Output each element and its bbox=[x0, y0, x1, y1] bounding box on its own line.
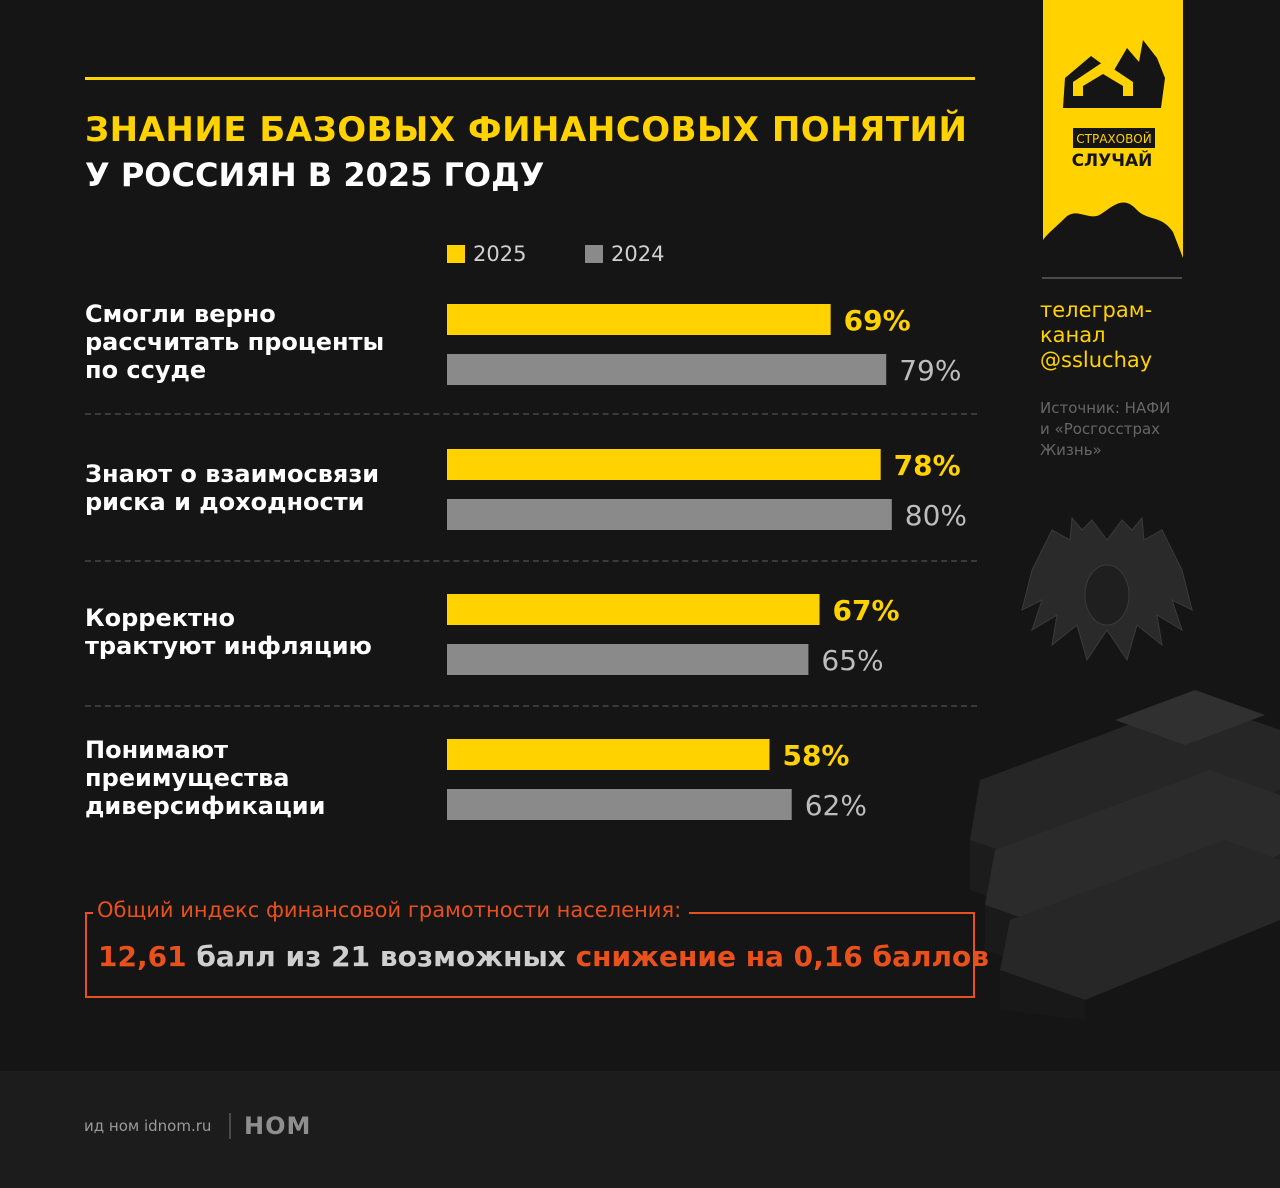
telegram-line: канал bbox=[1040, 323, 1106, 347]
value-label-2025-3: 67% bbox=[833, 594, 900, 627]
burning-house-icon bbox=[1063, 40, 1165, 108]
row-divider bbox=[85, 560, 977, 562]
value-label-2025-4: 58% bbox=[782, 739, 849, 772]
top-rule bbox=[85, 77, 975, 80]
value-label-2024-2: 80% bbox=[905, 499, 967, 532]
index-scale-text: балл из 21 возможных bbox=[186, 940, 576, 973]
bar-2024-3 bbox=[447, 644, 809, 675]
row-label-line: трактуют инфляцию bbox=[85, 632, 372, 660]
title-line-2: У РОССИЯН В 2025 ГОДУ bbox=[85, 156, 545, 194]
row-divider bbox=[85, 705, 977, 707]
money-stack-icon bbox=[970, 690, 1280, 1020]
footer-publisher-text: ид ном idnom.ru bbox=[84, 1117, 212, 1135]
row-label-line: Смогли верно bbox=[85, 300, 276, 328]
row-label-diversification: Понимают преимущества диверсификации bbox=[85, 736, 430, 820]
telegram-channel-text: телеграм- канал @ssluchay bbox=[1040, 298, 1210, 373]
value-label-2025-2: 78% bbox=[894, 449, 961, 482]
title-line-1: ЗНАНИЕ БАЗОВЫХ ФИНАНСОВЫХ ПОНЯТИЙ bbox=[85, 110, 968, 150]
value-label-2024-4: 62% bbox=[805, 789, 867, 822]
row-label-line: рассчитать проценты bbox=[85, 328, 385, 356]
double-headed-eagle-icon bbox=[1021, 516, 1193, 662]
row-label-inflation: Корректно трактуют инфляцию bbox=[85, 604, 430, 660]
source-line: Жизнь» bbox=[1040, 441, 1102, 459]
logo-line-1: СТРАХОВОЙ bbox=[1076, 131, 1151, 146]
index-summary: 12,61 балл из 21 возможных снижение на 0… bbox=[98, 940, 989, 973]
bar-2024-4 bbox=[447, 789, 792, 820]
index-caption: Общий индекс финансовой грамотности насе… bbox=[93, 898, 690, 922]
row-label-line: Корректно bbox=[85, 604, 236, 632]
side-rule bbox=[1042, 277, 1182, 279]
row-label-line: диверсификации bbox=[85, 792, 326, 820]
index-value: 12,61 bbox=[98, 940, 187, 973]
footer bbox=[0, 1071, 1280, 1188]
row-label-line: преимущества bbox=[85, 764, 290, 792]
row-label-risk: Знают о взаимосвязи риска и доходности bbox=[85, 460, 430, 516]
telegram-line: телеграм- bbox=[1040, 298, 1153, 322]
brand-logo: СТРАХОВОЙ СЛУЧАЙ bbox=[1043, 0, 1183, 258]
telegram-handle: @ssluchay bbox=[1040, 348, 1153, 372]
bar-2024-1 bbox=[447, 354, 887, 385]
bar-2025-4 bbox=[447, 739, 770, 770]
legend-item-2025: 2025 bbox=[447, 242, 526, 266]
footer-separator bbox=[229, 1113, 231, 1139]
bar-2025-2 bbox=[447, 449, 881, 480]
row-label-line: риска и доходности bbox=[85, 488, 365, 516]
legend-item-2024: 2024 bbox=[585, 242, 664, 266]
footer-logo: НОМ bbox=[244, 1112, 312, 1140]
row-label-line: Понимают bbox=[85, 736, 229, 764]
bar-2025-3 bbox=[447, 594, 820, 625]
bar-2024-2 bbox=[447, 499, 892, 530]
legend-swatch-2024 bbox=[585, 245, 603, 263]
legend-label-2024: 2024 bbox=[611, 242, 665, 266]
value-label-2025-1: 69% bbox=[844, 304, 911, 337]
row-label-line: по ссуде bbox=[85, 356, 207, 384]
source-text: Источник: НАФИ и «Росгосстрах Жизнь» bbox=[1040, 398, 1220, 461]
legend-label-2025: 2025 bbox=[473, 242, 527, 266]
source-line: Источник: НАФИ bbox=[1040, 399, 1171, 417]
logo-line-2: СЛУЧАЙ bbox=[1072, 149, 1153, 171]
row-divider bbox=[85, 413, 977, 415]
value-label-2024-3: 65% bbox=[821, 644, 883, 677]
bar-2025-1 bbox=[447, 304, 831, 335]
value-label-2024-1: 79% bbox=[899, 354, 961, 387]
row-label-interest: Смогли верно рассчитать проценты по ссуд… bbox=[85, 300, 430, 384]
index-change: снижение на 0,16 баллов bbox=[575, 940, 989, 973]
source-line: и «Росгосстрах bbox=[1040, 420, 1161, 438]
legend-swatch-2025 bbox=[447, 245, 465, 263]
row-label-line: Знают о взаимосвязи bbox=[85, 460, 380, 488]
